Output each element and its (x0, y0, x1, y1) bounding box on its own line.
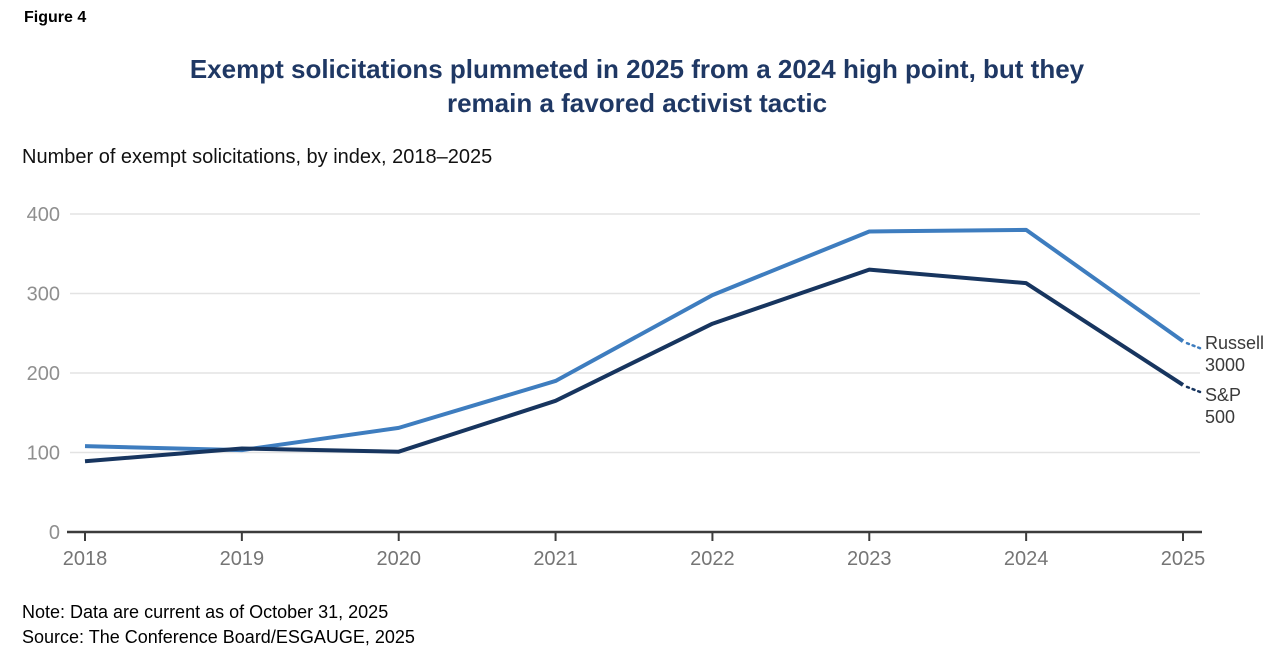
chart-svg: 0 100 200 300 400 2018 2019 2020 2021 2022 2023 202… (27, 204, 1264, 570)
series-line-sp500 (84, 267, 1185, 464)
x-tick-label-2020: 2020 (376, 548, 421, 570)
chart-subtitle: Number of exempt solicitations, by index… (22, 146, 493, 168)
note-text: Note: Data are current as of October 31,… (22, 602, 389, 622)
y-tick-label-300: 300 (27, 284, 60, 306)
chart-title-line1: Exempt solicitations plummeted in 2025 f… (189, 54, 1085, 84)
series-label-sp500-line2: 500 (1205, 407, 1235, 427)
chart-title-line2: remain a favored activist tactic (446, 88, 828, 118)
x-tick-label-2021: 2021 (533, 548, 578, 570)
x-tick-label-2022: 2022 (690, 548, 735, 570)
footnotes: Note: Data are current as of October 31,… (22, 600, 415, 650)
source-text: Source: The Conference Board/ESGAUGE, 20… (22, 627, 415, 647)
y-tick-label-100: 100 (27, 443, 60, 465)
y-tick-label-200: 200 (27, 363, 60, 385)
y-tick-label-0: 0 (49, 522, 60, 544)
figure-label: Figure 4 (24, 9, 87, 26)
x-tick-label-2025: 2025 (1161, 548, 1206, 570)
x-tick-label-2018: 2018 (63, 548, 108, 570)
series-label-russell-line2: 3000 (1205, 355, 1245, 375)
x-tick-label-2019: 2019 (220, 548, 265, 570)
chart-title: Exempt solicitations plummeted in 2025 f… (0, 52, 1274, 120)
x-tick-label-2023: 2023 (847, 548, 892, 570)
y-tick-label-400: 400 (27, 204, 60, 226)
x-tick-label-2024: 2024 (1004, 548, 1049, 570)
series-label-russell-line1: Russell (1205, 333, 1264, 353)
series-label-sp500-line1: S&P (1205, 385, 1241, 405)
leader-dots-russell (1185, 341, 1202, 350)
series-line-russell (84, 227, 1185, 453)
chart-area: 0 100 200 300 400 2018 2019 2020 2021 2022 2023 202… (0, 190, 1274, 600)
leader-dots-sp500 (1185, 385, 1202, 394)
